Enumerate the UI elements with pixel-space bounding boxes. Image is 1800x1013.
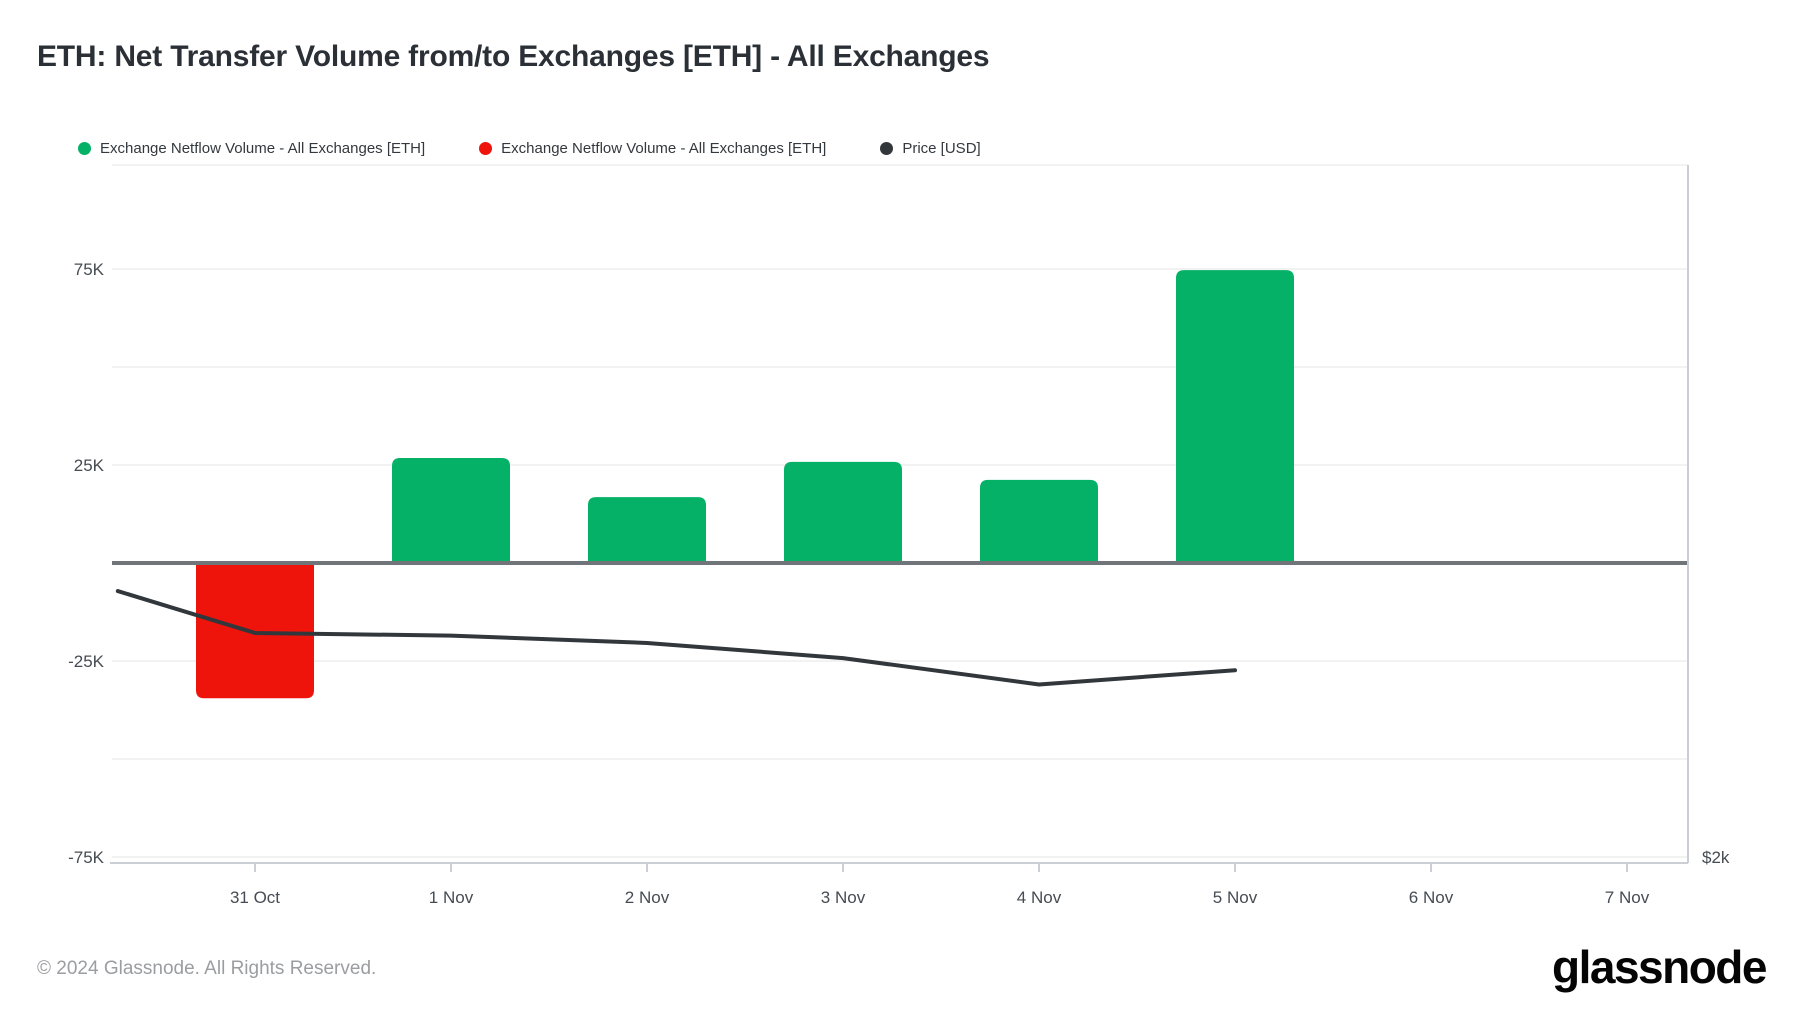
legend-label: Exchange Netflow Volume - All Exchanges … <box>100 140 426 157</box>
y-axis-tick-label: 75K <box>74 260 105 279</box>
netflow-bar-3-nov <box>784 461 902 563</box>
legend-label: Price [USD] <box>902 140 981 157</box>
y-axis-tick-label: -25K <box>68 652 105 671</box>
legend-item-netflow-negative[interactable]: Exchange Netflow Volume - All Exchanges … <box>479 140 826 157</box>
netflow-bar-4-nov <box>980 479 1098 563</box>
price-axis-label: $2k <box>1702 848 1730 867</box>
x-axis-tick-label: 1 Nov <box>429 888 474 907</box>
legend-item-netflow-positive[interactable]: Exchange Netflow Volume - All Exchanges … <box>78 140 425 157</box>
red-dot-icon <box>479 142 493 155</box>
netflow-bar-5-nov <box>1176 270 1294 563</box>
netflow-bar-2-nov <box>588 497 706 563</box>
x-axis-tick-label: 3 Nov <box>821 888 866 907</box>
price-line <box>115 589 1237 687</box>
x-axis-tick-label: 4 Nov <box>1017 888 1062 907</box>
y-axis-tick-label: -75K <box>68 848 105 867</box>
x-axis-tick-label: 31 Oct <box>230 888 280 907</box>
legend-item-price[interactable]: Price [USD] <box>880 140 981 157</box>
netflow-bar-1-nov <box>392 457 510 563</box>
y-axis-tick-label: 25K <box>74 456 105 475</box>
x-axis-tick-label: 6 Nov <box>1409 888 1454 907</box>
netflow-bar-31-oct <box>196 563 314 699</box>
x-axis-tick-label: 2 Nov <box>625 888 670 907</box>
copyright-text: © 2024 Glassnode. All Rights Reserved. <box>37 958 377 979</box>
chart-title: ETH: Net Transfer Volume from/to Exchang… <box>37 40 990 73</box>
legend-label: Exchange Netflow Volume - All Exchanges … <box>501 140 827 157</box>
x-axis-tick-label: 7 Nov <box>1605 888 1650 907</box>
x-axis-tick-label: 5 Nov <box>1213 888 1258 907</box>
legend: Exchange Netflow Volume - All Exchanges … <box>78 140 981 157</box>
black-dot-icon <box>880 142 894 155</box>
glassnode-logo: glassnode <box>1551 941 1768 993</box>
green-dot-icon <box>78 142 91 155</box>
